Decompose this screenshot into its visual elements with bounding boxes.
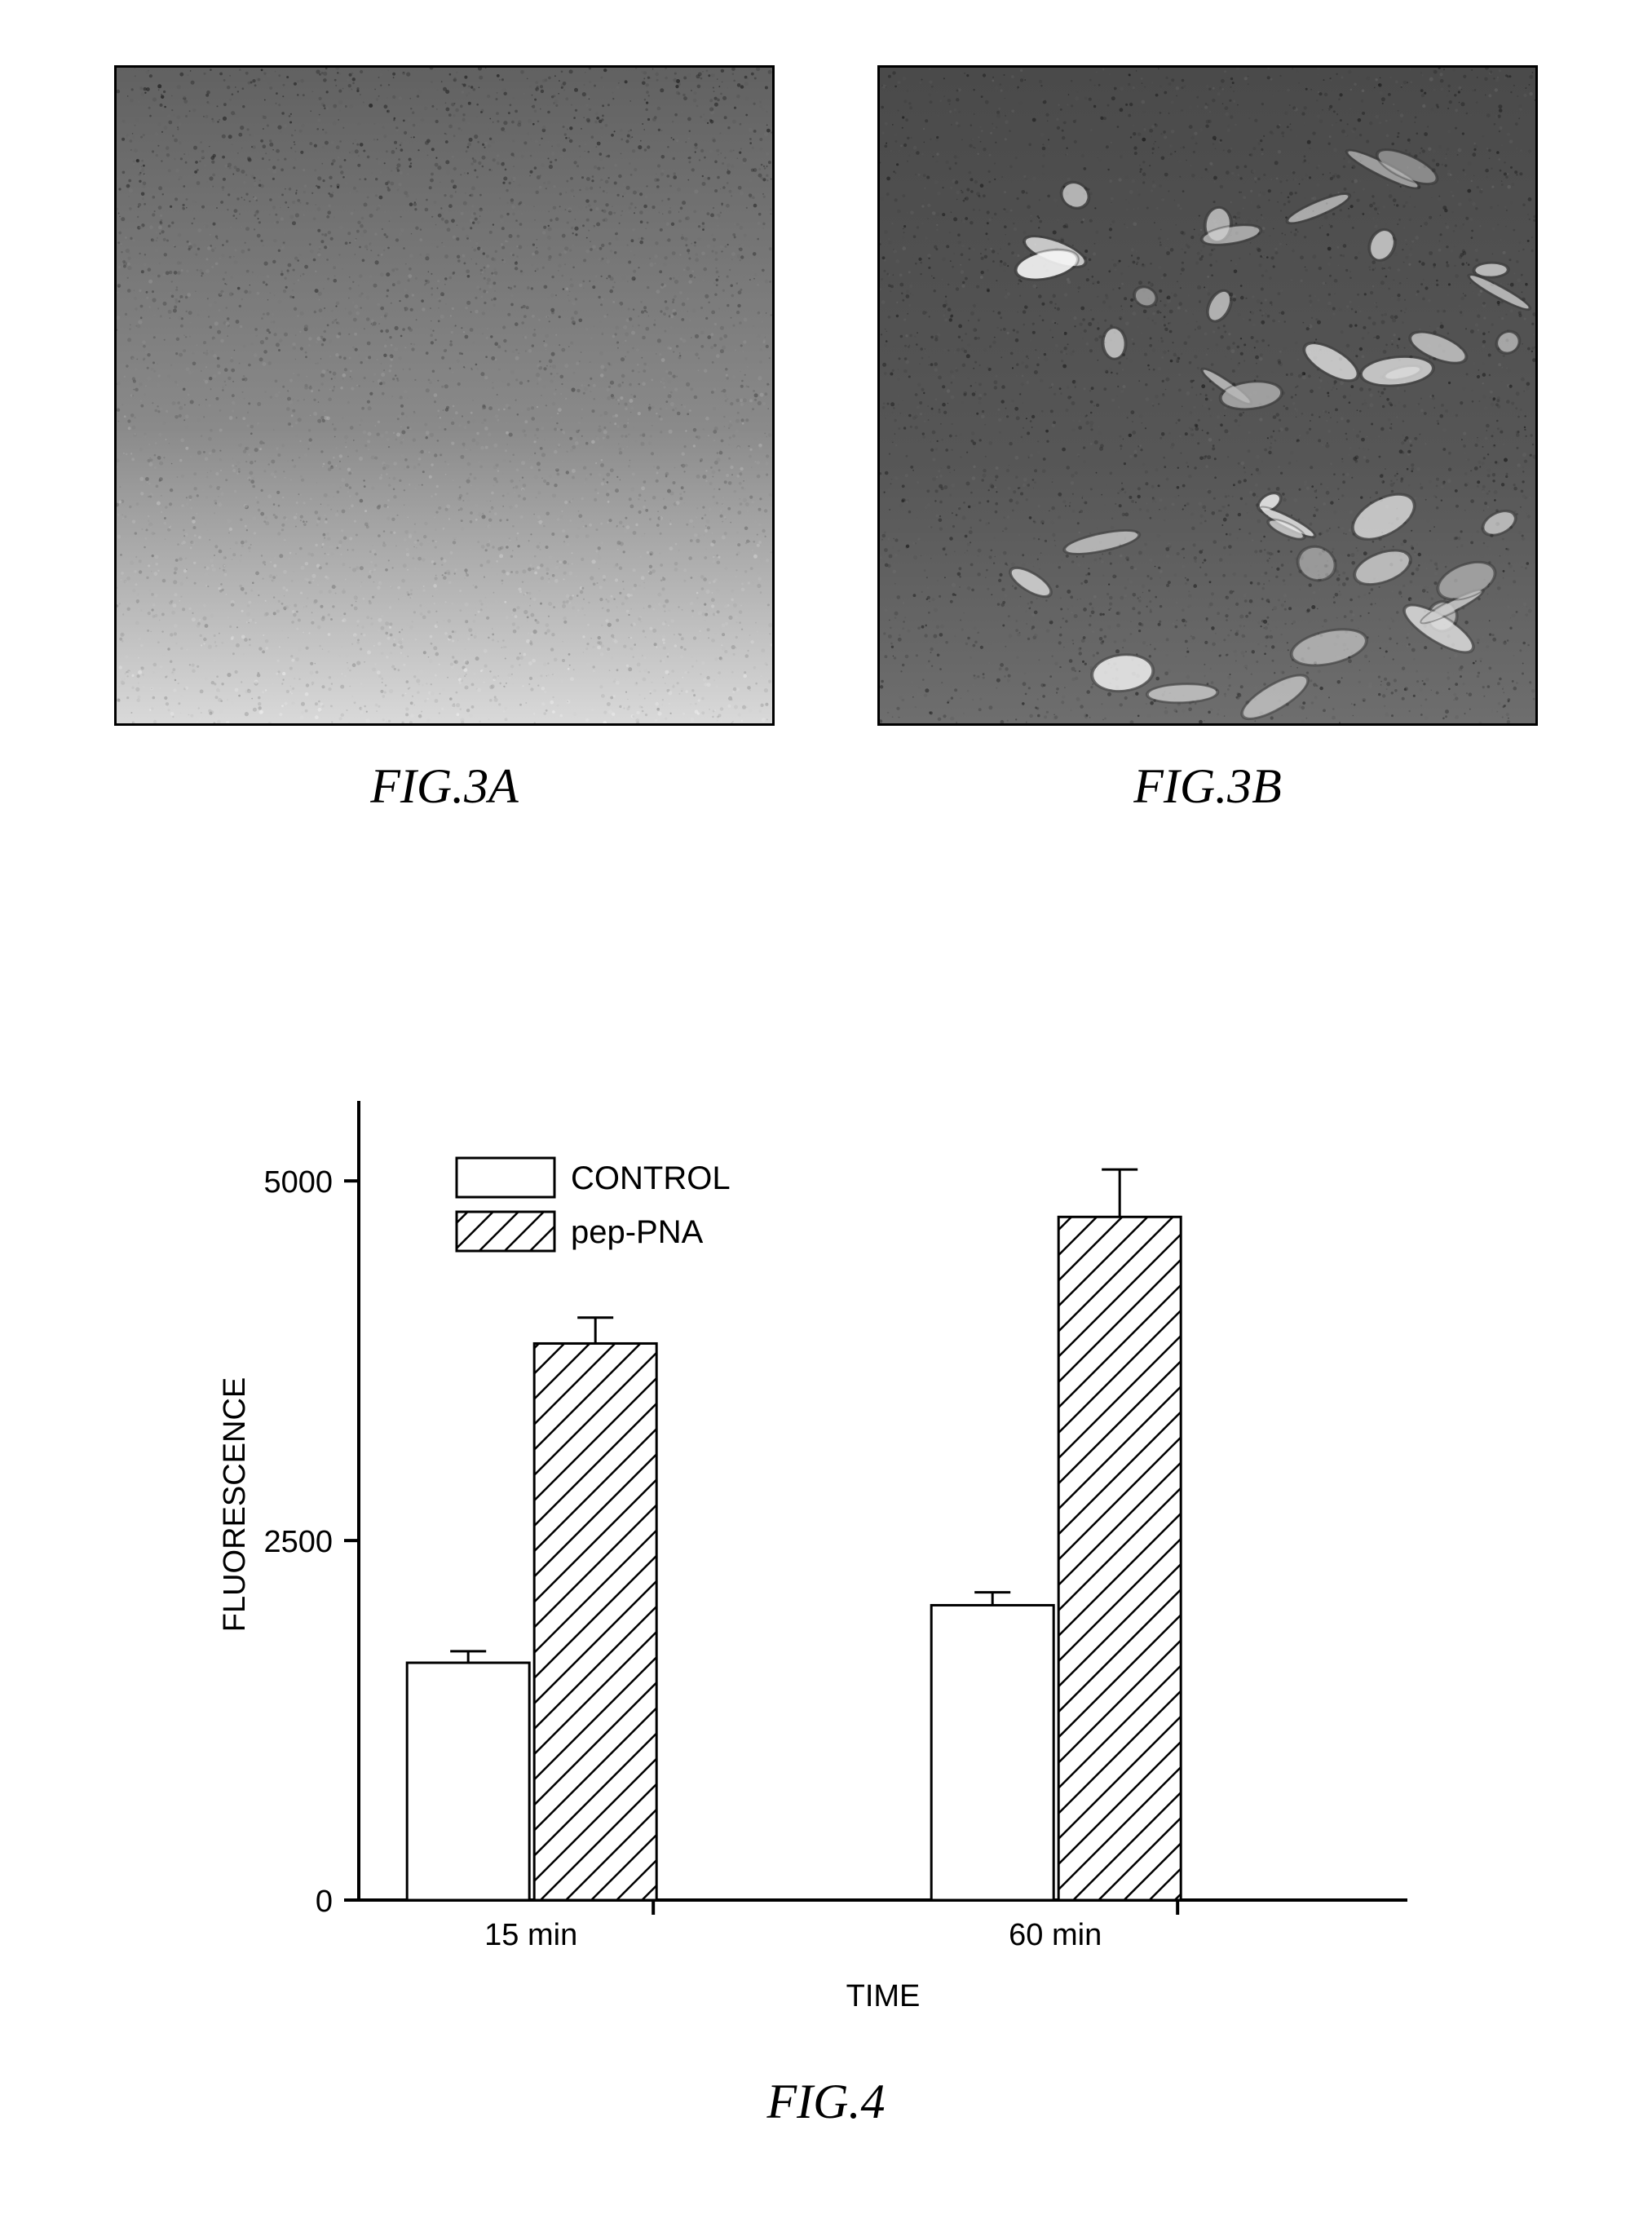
fig-4-container: 025005000FLUORESCENCE15 min60 minTIMECON… xyxy=(196,1076,1456,2137)
legend-swatch-pep-PNA xyxy=(457,1212,554,1251)
fig-3a-block: FIG.3A xyxy=(114,65,775,815)
bar-60min-CONTROL xyxy=(931,1605,1053,1900)
legend-swatch-CONTROL xyxy=(457,1158,554,1197)
fig-4-caption: FIG.4 xyxy=(767,2074,886,2130)
fig-3b-caption: FIG.3B xyxy=(1133,758,1282,815)
figure-3-row: FIG.3A FIG.3B xyxy=(114,65,1538,815)
micrograph-3b xyxy=(877,65,1538,726)
fig-4-chart: 025005000FLUORESCENCE15 min60 minTIMECON… xyxy=(196,1076,1456,2039)
bar-15min-pep-PNA xyxy=(534,1343,656,1900)
micrograph-3a xyxy=(114,65,775,726)
fig-3a-caption: FIG.3A xyxy=(370,758,519,815)
bar-60min-pep-PNA xyxy=(1058,1217,1181,1900)
fig-3b-block: FIG.3B xyxy=(877,65,1538,815)
bar-15min-CONTROL xyxy=(407,1663,529,1900)
